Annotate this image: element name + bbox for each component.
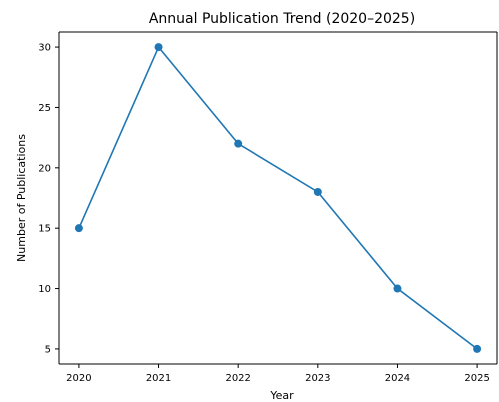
y-tick-label: 25 <box>38 103 51 114</box>
x-axis-label: Year <box>269 389 294 402</box>
y-axis-label: Number of Publications <box>15 134 28 262</box>
x-tick-label: 2024 <box>385 373 410 384</box>
data-point <box>234 139 243 148</box>
x-tick-label: 2023 <box>305 373 330 384</box>
series-line <box>78 45 478 350</box>
y-tick-label: 10 <box>38 284 51 295</box>
data-point <box>393 284 402 293</box>
x-tick-label: 2020 <box>66 373 91 384</box>
series-layer <box>74 43 482 353</box>
chart-title: Annual Publication Trend (2020–2025) <box>149 11 415 27</box>
y-tick-label: 15 <box>38 224 51 235</box>
data-point <box>473 344 482 353</box>
x-tick-label: 2022 <box>225 373 250 384</box>
x-tick-label: 2021 <box>146 373 171 384</box>
x-tick-label: 2025 <box>464 373 489 384</box>
data-point <box>313 187 322 196</box>
data-point <box>154 43 163 52</box>
data-point <box>74 224 83 233</box>
y-tick-label: 5 <box>45 344 51 355</box>
y-tick-label: 30 <box>38 43 51 54</box>
y-tick-label: 20 <box>38 163 51 174</box>
